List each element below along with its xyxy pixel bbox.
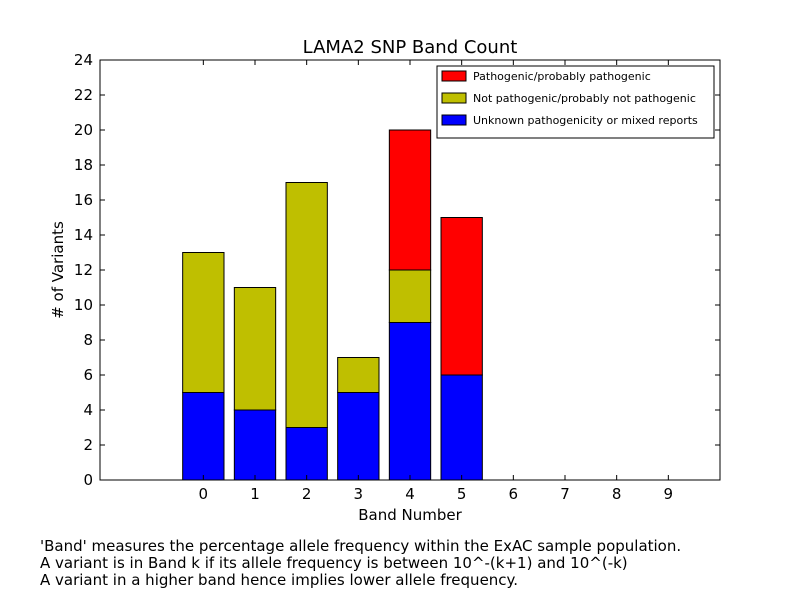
legend-label: Not pathogenic/probably not pathogenic bbox=[473, 92, 696, 105]
y-tick-label: 6 bbox=[83, 366, 93, 384]
bar-band-1-series-1 bbox=[233, 287, 277, 411]
bar-band-1-series-0 bbox=[233, 409, 277, 481]
bar-band-2-series-0 bbox=[285, 427, 328, 481]
legend-label: Unknown pathogenicity or mixed reports bbox=[473, 114, 698, 127]
bar-band-5-series-0 bbox=[440, 374, 483, 481]
x-axis-title: Band Number bbox=[358, 506, 462, 524]
x-tick-label: 3 bbox=[354, 485, 364, 503]
x-tick-label: 9 bbox=[664, 485, 674, 503]
legend-swatch bbox=[441, 70, 467, 82]
bar-band-4-series-1 bbox=[388, 269, 432, 323]
x-axis: 0 1 2 3 4 5 6 7 8 9 bbox=[199, 60, 674, 503]
bar-band-2-series-1 bbox=[285, 182, 328, 428]
x-tick-label: 4 bbox=[405, 485, 415, 503]
y-tick-label: 12 bbox=[74, 261, 93, 279]
bars-group bbox=[182, 129, 483, 481]
stacked-bar-chart: LAMA2 SNP Band Count 0246810121416182022… bbox=[49, 37, 721, 524]
legend-box bbox=[436, 65, 715, 139]
chart-caption: 'Band' measures the percentage allele fr… bbox=[40, 538, 790, 589]
y-tick-label: 22 bbox=[74, 86, 93, 104]
caption-line-1: 'Band' measures the percentage allele fr… bbox=[40, 537, 682, 555]
legend-label: Pathogenic/probably pathogenic bbox=[473, 70, 651, 83]
legend-swatch bbox=[441, 114, 467, 126]
y-tick-label: 20 bbox=[74, 121, 93, 139]
bar-band-0-series-1 bbox=[182, 252, 225, 393]
chart-title: LAMA2 SNP Band Count bbox=[303, 37, 518, 58]
y-tick-label: 0 bbox=[83, 471, 93, 489]
y-tick-label: 2 bbox=[83, 436, 93, 454]
x-tick-label: 8 bbox=[612, 485, 622, 503]
bar-band-0-series-0 bbox=[182, 392, 225, 481]
x-tick-label: 1 bbox=[250, 485, 260, 503]
y-tick-label: 16 bbox=[74, 191, 93, 209]
legend-swatch bbox=[441, 92, 467, 104]
x-tick-label: 2 bbox=[302, 485, 312, 503]
bar-band-3-series-0 bbox=[337, 392, 380, 481]
y-tick-label: 14 bbox=[74, 226, 93, 244]
y-tick-label: 24 bbox=[74, 51, 93, 69]
x-tick-label: 7 bbox=[560, 485, 570, 503]
bar-band-5-series-2 bbox=[440, 217, 483, 376]
y-tick-label: 8 bbox=[83, 331, 93, 349]
bar-band-4-series-0 bbox=[388, 322, 432, 481]
y-tick-label: 4 bbox=[83, 401, 93, 419]
y-tick-label: 10 bbox=[74, 296, 93, 314]
caption-line-3: A variant in a higher band hence implies… bbox=[40, 571, 519, 589]
legend: Pathogenic/probably pathogenic Not pathog… bbox=[436, 65, 715, 139]
caption-line-2: A variant is in Band k if its allele fre… bbox=[40, 554, 628, 572]
bar-band-3-series-1 bbox=[337, 357, 380, 393]
bar-band-4-series-2 bbox=[388, 129, 432, 271]
y-axis-title: # of Variants bbox=[49, 221, 67, 319]
x-tick-label: 6 bbox=[509, 485, 519, 503]
x-tick-label: 0 bbox=[199, 485, 209, 503]
x-tick-label: 5 bbox=[457, 485, 467, 503]
y-tick-label: 18 bbox=[74, 156, 93, 174]
